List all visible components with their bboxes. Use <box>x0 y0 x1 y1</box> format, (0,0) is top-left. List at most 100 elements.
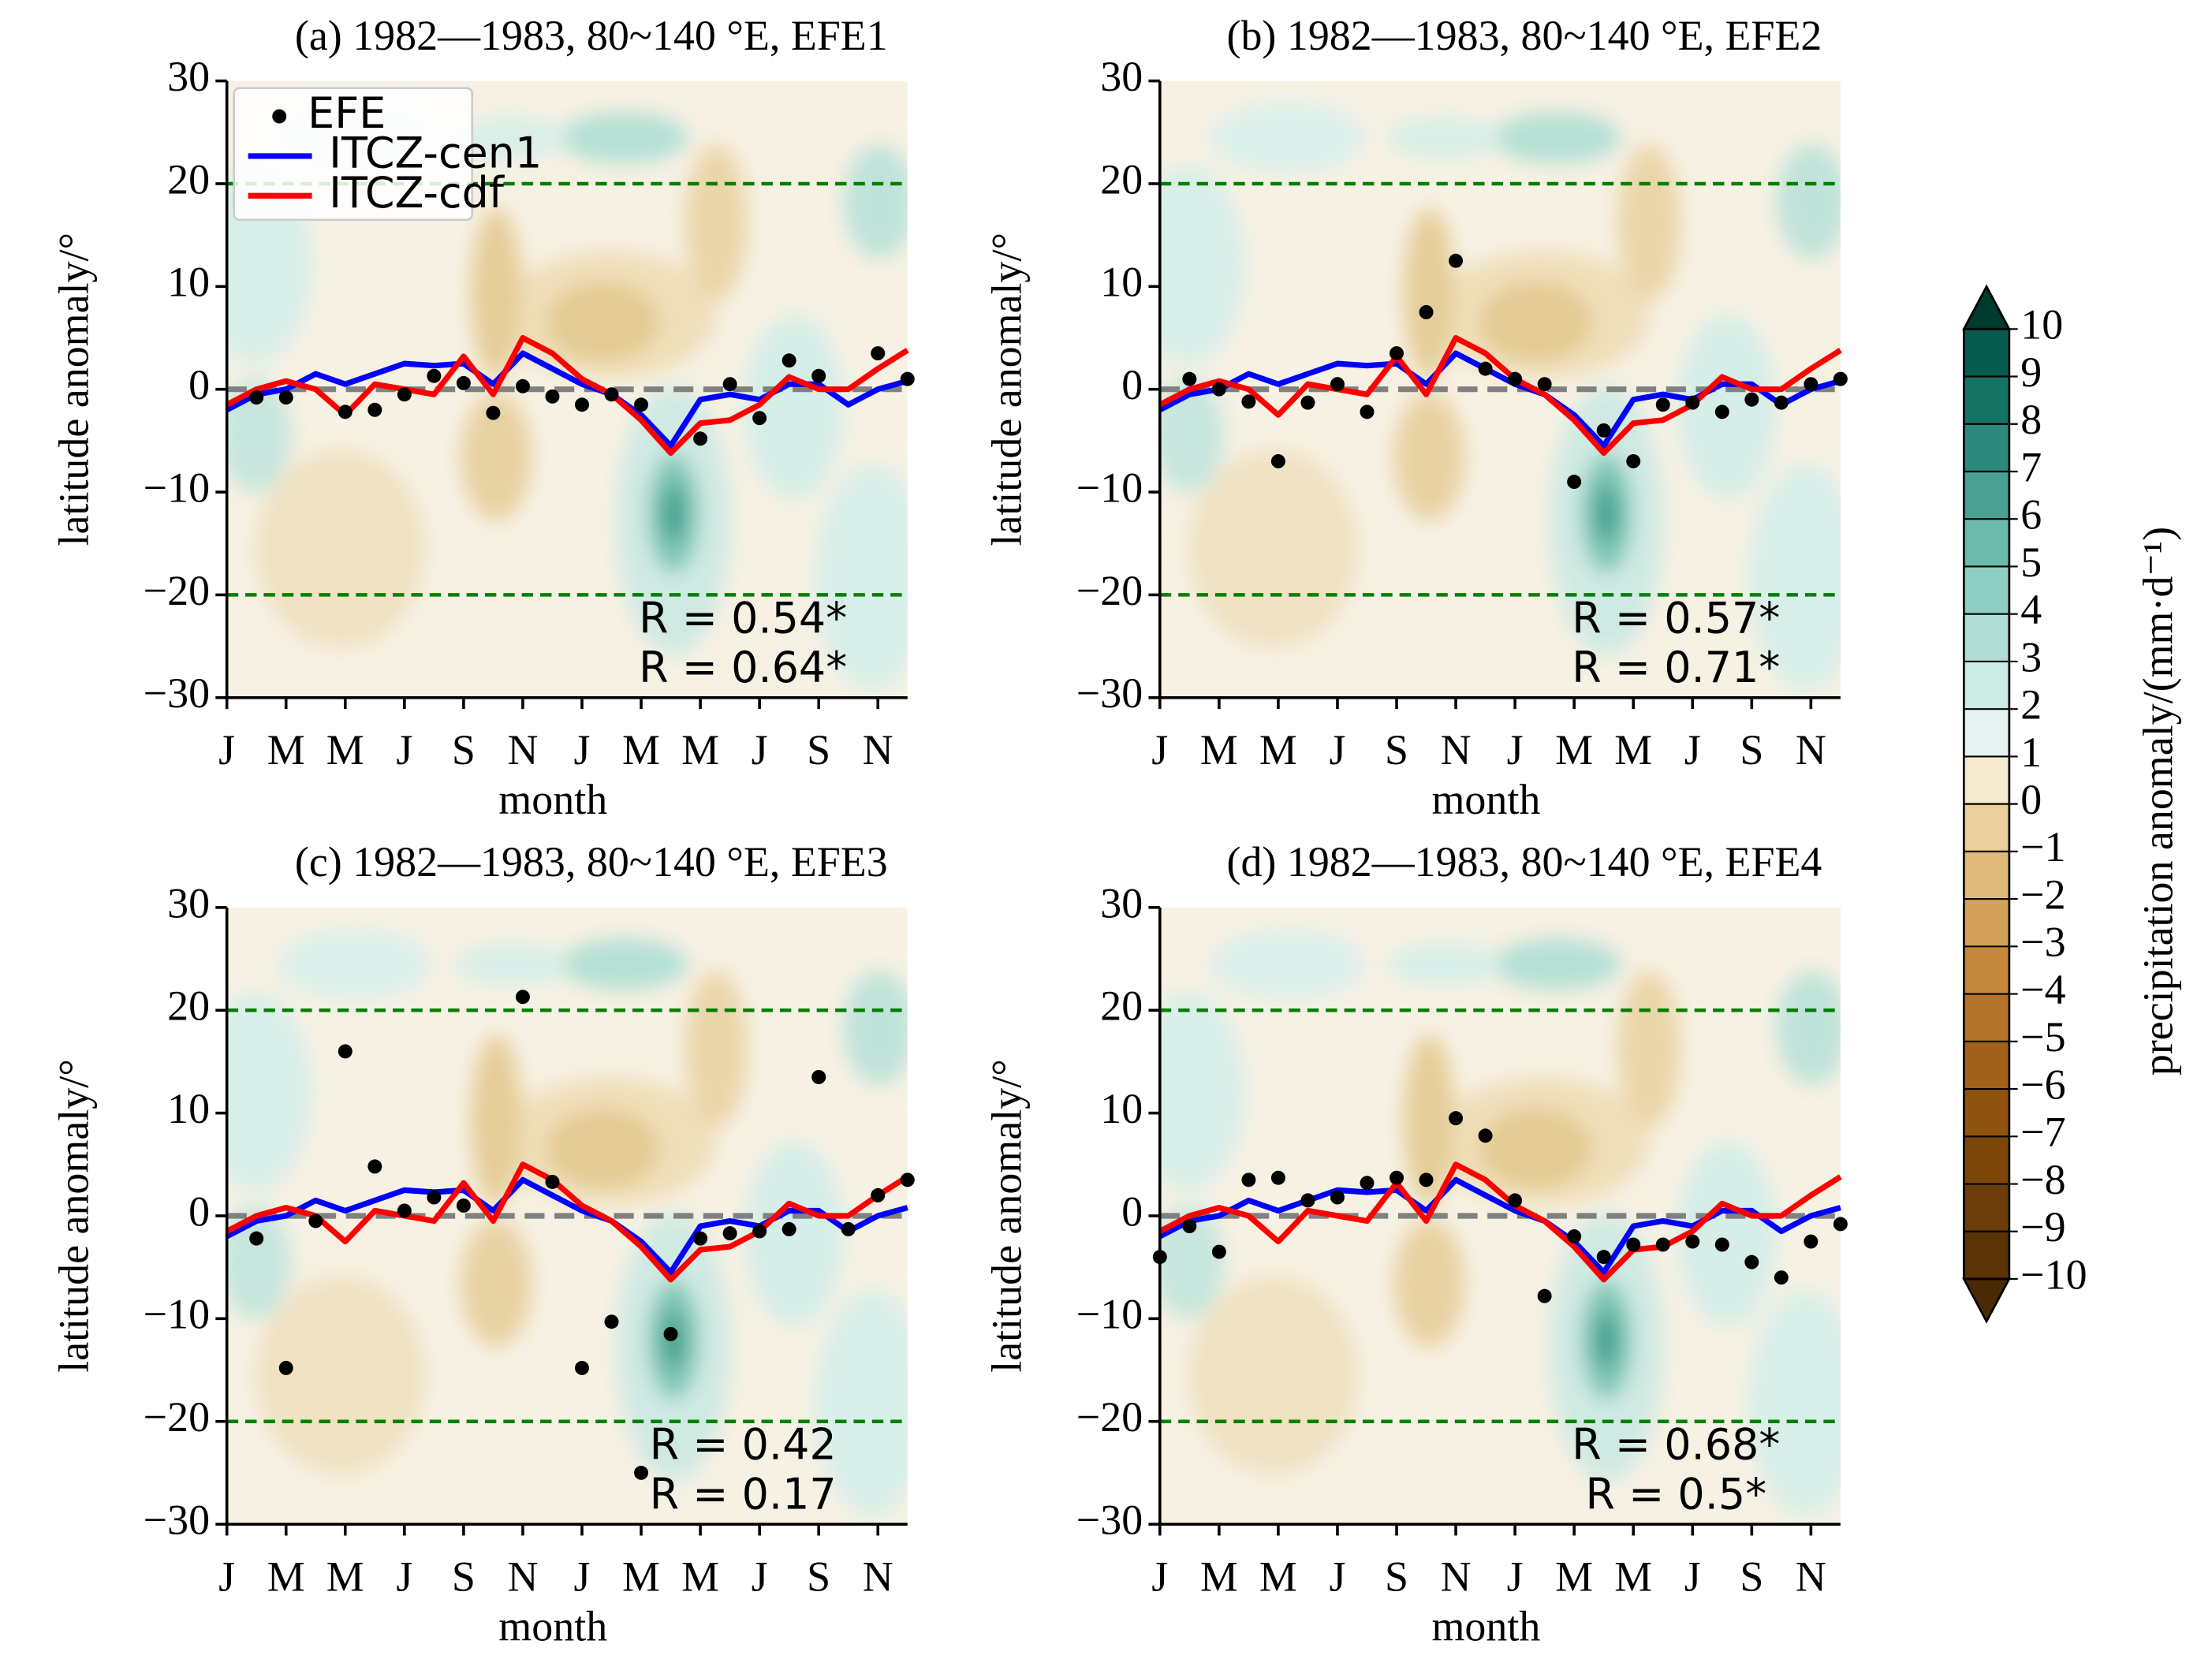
x-tick-label: J <box>1151 1553 1168 1600</box>
x-tick-label: N <box>1441 1553 1472 1600</box>
y-tick-label: 10 <box>1100 1085 1143 1132</box>
colorbar-tick-label: 9 <box>2020 349 2042 396</box>
colorbar-box <box>1964 329 2009 377</box>
efe-point <box>367 402 382 417</box>
x-tick-label: N <box>863 1553 893 1600</box>
colorbar-tick-label: −4 <box>2020 966 2065 1013</box>
efe-point <box>367 1159 382 1174</box>
x-tick-label: N <box>507 1553 538 1600</box>
efe-point <box>308 1213 323 1228</box>
y-tick-label: −20 <box>1076 567 1143 614</box>
x-tick-label: M <box>681 1553 719 1600</box>
x-tick-label: M <box>267 1553 305 1600</box>
x-tick-label: J <box>1151 726 1168 774</box>
y-tick-label: 20 <box>167 982 210 1030</box>
efe-point <box>781 353 796 368</box>
efe-point <box>1419 1172 1434 1187</box>
y-tick-label: 10 <box>167 1085 210 1132</box>
colorbar-box <box>1964 803 2009 852</box>
colorbar-box <box>1964 946 2009 994</box>
x-tick-label: N <box>1441 726 1472 774</box>
x-tick-label: M <box>1555 1553 1593 1600</box>
colorbar-tick-label: −6 <box>2020 1061 2065 1108</box>
efe-point <box>1626 1237 1641 1252</box>
colorbar-box <box>1964 661 2009 710</box>
efe-point <box>1567 1229 1582 1244</box>
efe-point <box>1360 404 1375 419</box>
y-tick-label: 0 <box>1121 361 1143 408</box>
x-tick-label: J <box>1684 726 1701 774</box>
efe-point <box>811 1069 826 1084</box>
correlation-label: R = 0.5* <box>1585 1470 1766 1519</box>
colorbar-tick-label: 8 <box>2020 396 2042 443</box>
x-axis-label: month <box>498 1602 607 1650</box>
itcz-line <box>1158 1161 1842 1283</box>
x-tick-label: J <box>1684 1553 1701 1600</box>
efe-point <box>1596 1250 1611 1265</box>
colorbar-tick-label: 7 <box>2020 443 2042 490</box>
x-tick-label: J <box>1507 1553 1524 1600</box>
colorbar-box <box>1964 376 2009 424</box>
efe-point <box>427 1190 442 1205</box>
y-tick-label: −10 <box>1076 464 1143 511</box>
efe-point <box>1182 371 1197 386</box>
efe-point <box>871 346 886 361</box>
x-tick-label: J <box>396 1553 412 1600</box>
x-tick-label: S <box>1740 726 1763 774</box>
efe-point <box>1211 382 1226 397</box>
y-tick-label: 0 <box>1121 1187 1143 1235</box>
x-tick-label: S <box>452 726 476 774</box>
x-tick-label: M <box>267 726 305 774</box>
efe-point <box>249 390 264 405</box>
efe-point <box>278 1360 293 1375</box>
itcz-line <box>226 1161 909 1283</box>
colorbar-tick-label: −3 <box>2020 919 2065 966</box>
efe-point <box>1804 1234 1818 1249</box>
efe-point <box>871 1187 886 1202</box>
efe-point <box>1330 1190 1345 1205</box>
efe-point <box>1655 397 1670 412</box>
efe-point <box>841 1221 856 1236</box>
legend-label: ITCZ-cen1 <box>329 129 542 178</box>
efe-point <box>249 1231 264 1246</box>
legend-box <box>233 87 474 222</box>
colorbar-box <box>1964 471 2009 520</box>
correlation-label: R = 0.57* <box>1572 593 1780 643</box>
panel-title: (a) 1982—1983, 80~140 °E, EFE1 <box>295 12 888 59</box>
x-tick-label: J <box>218 1553 235 1600</box>
legend-marker <box>272 109 287 124</box>
efe-point <box>1330 377 1345 392</box>
x-tick-label: M <box>1259 1553 1297 1600</box>
y-axis-label: latitude anomaly/° <box>50 233 97 546</box>
efe-point <box>634 397 649 412</box>
x-tick-label: M <box>1614 1553 1652 1600</box>
y-tick-label: −10 <box>1076 1291 1143 1338</box>
y-tick-label: −10 <box>144 1291 210 1338</box>
colorbar-box <box>1964 1089 2009 1137</box>
efe-point <box>1508 1193 1523 1208</box>
colorbar-tick-label: −7 <box>2020 1109 2065 1156</box>
itcz-line <box>1158 334 1842 457</box>
itcz-line <box>1158 1176 1841 1276</box>
efe-point <box>752 411 767 426</box>
y-tick-label: 10 <box>167 259 210 306</box>
itcz-line <box>226 350 908 449</box>
x-tick-label: M <box>1614 726 1652 774</box>
colorbar-tick-label: 0 <box>2020 776 2042 823</box>
efe-point <box>1714 404 1729 419</box>
efe-point <box>1714 1237 1729 1252</box>
efe-point <box>1241 394 1256 409</box>
efe-point <box>397 1203 412 1218</box>
x-tick-label: N <box>863 726 893 774</box>
x-tick-label: J <box>573 1553 590 1600</box>
efe-point <box>1567 475 1582 490</box>
correlation-label: R = 0.68* <box>1572 1420 1780 1470</box>
colorbar-box <box>1964 851 2009 900</box>
colorbar-box <box>1964 1231 2009 1279</box>
x-tick-label: S <box>807 1553 830 1600</box>
colorbar-box <box>1964 709 2009 757</box>
x-tick-label: J <box>752 726 768 774</box>
x-tick-label: J <box>752 1553 768 1600</box>
efe-point <box>1833 1217 1848 1232</box>
